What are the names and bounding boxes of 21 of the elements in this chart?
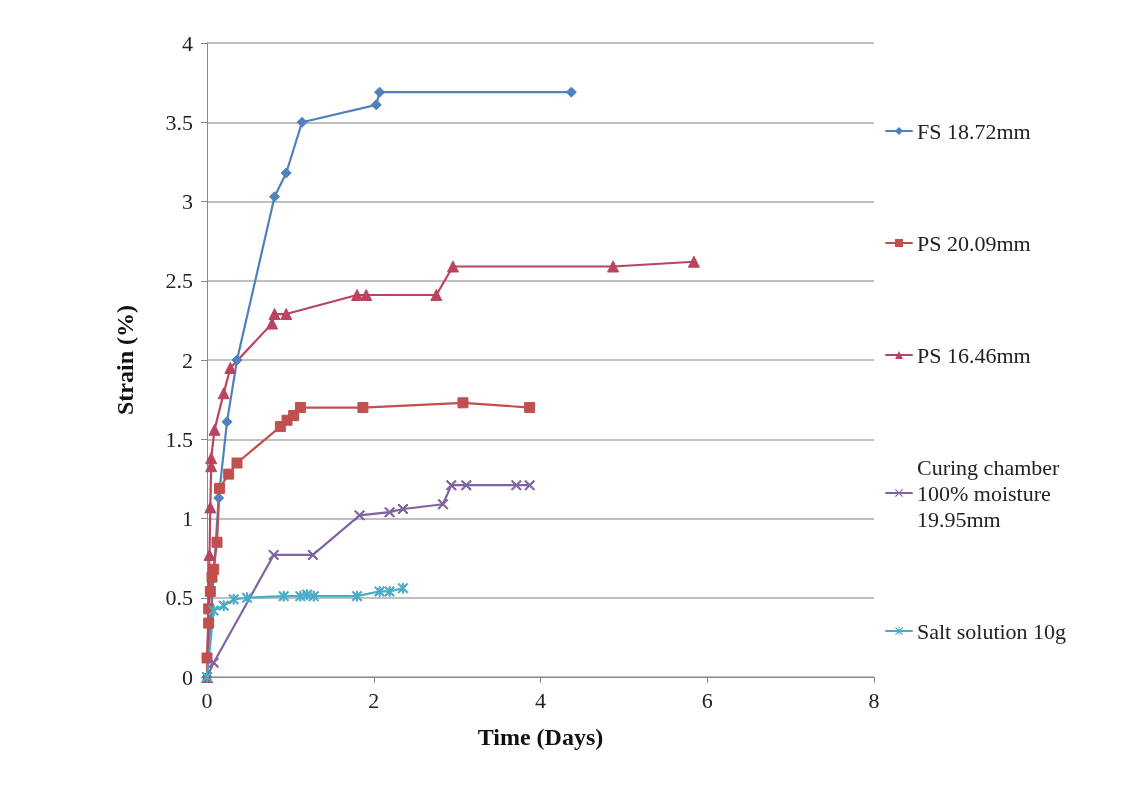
- y-tick-label: 4: [182, 30, 193, 56]
- legend-label: Curing chamber 100% moisture 19.95mm: [917, 454, 1065, 532]
- x-tick-label: 6: [701, 687, 713, 713]
- x-tick-label: 8: [868, 687, 880, 713]
- legend-label: PS 20.09mm: [917, 230, 1031, 256]
- y-axis-title: Strain (%): [112, 305, 138, 415]
- x-axis-title: Time (Days): [477, 724, 604, 750]
- y-tick-label: 3.5: [165, 109, 193, 135]
- y-tick-label: 0: [182, 664, 193, 690]
- x-tick-label: 0: [201, 687, 213, 713]
- y-tick-label: 1.5: [165, 426, 193, 452]
- y-tick-label: 1: [182, 506, 193, 531]
- x-tick-label: 4: [535, 687, 546, 713]
- legend-label: FS 18.72mm: [917, 118, 1031, 144]
- x-tick-label: 2: [368, 687, 380, 713]
- legend-label: Salt solution 10g: [917, 618, 1067, 644]
- y-tick-label: 0.5: [165, 585, 193, 611]
- y-tick-label: 3: [182, 189, 193, 214]
- y-tick-label: 2: [182, 347, 193, 373]
- legend-label: PS 16.46mm: [917, 342, 1031, 368]
- y-tick-label: 2.5: [165, 268, 193, 294]
